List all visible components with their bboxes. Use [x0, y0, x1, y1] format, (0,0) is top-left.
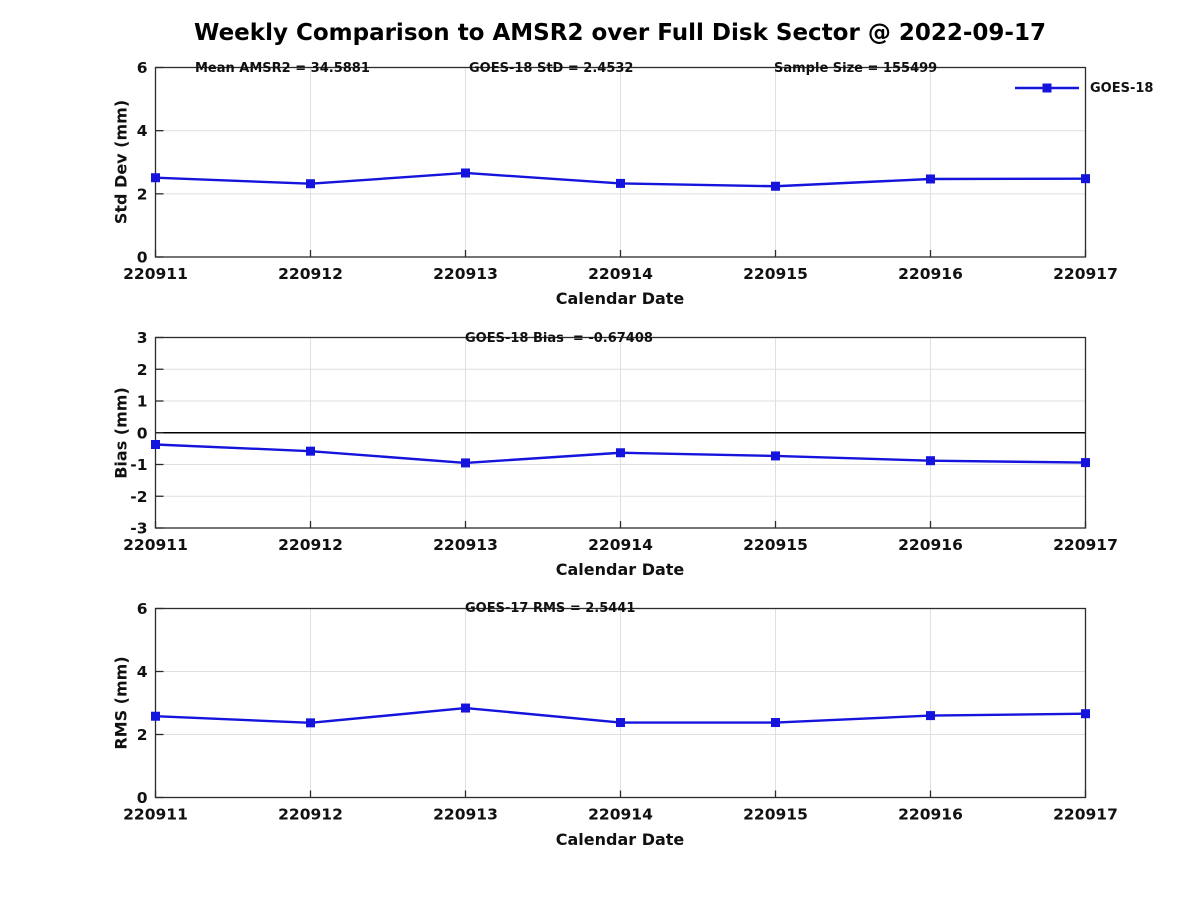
s1-data-marker	[616, 178, 625, 188]
s3-y-tick-label: 0	[137, 789, 148, 807]
legend-label: GOES-18	[1090, 80, 1154, 96]
s1-x-tick-label: 220916	[898, 265, 963, 283]
figure-title: Weekly Comparison to AMSR2 over Full Dis…	[194, 20, 1046, 46]
s3-data-marker	[616, 718, 625, 728]
s3-data-marker	[461, 703, 470, 713]
annotation-goes18-std: GOES-18 StD = 2.4532	[469, 61, 634, 76]
s1-data-marker	[306, 179, 315, 189]
s1-y-tick-label: 6	[137, 59, 148, 77]
annotation-goes17-rms: GOES-17 RMS = 2.5441	[465, 601, 636, 616]
y-axis-label-bias: Bias (mm)	[111, 387, 131, 479]
s1-x-tick-label: 220912	[278, 265, 343, 283]
s1-data-marker	[1081, 174, 1090, 184]
y-axis-label-std-dev: Std Dev (mm)	[111, 99, 131, 225]
legend-line-marker-icon	[1015, 83, 1079, 93]
s2-y-tick-label: 0	[137, 424, 148, 442]
s1-data-marker	[461, 168, 470, 178]
s2-data-marker	[616, 448, 625, 458]
s3-x-tick-label: 220914	[588, 806, 653, 824]
x-axis-label-calendar-date-3: Calendar Date	[555, 830, 685, 849]
s1-x-tick-label: 220917	[1053, 265, 1118, 283]
s2-data-marker	[771, 451, 780, 461]
s2-y-tick-label: -2	[130, 488, 147, 506]
s3-x-tick-label: 220913	[433, 806, 498, 824]
s2-data-marker	[306, 446, 315, 456]
s3-x-tick-label: 220915	[743, 806, 808, 824]
s2-x-tick-label: 220915	[743, 536, 808, 554]
s2-data-marker	[1081, 458, 1090, 468]
s1-y-tick-label: 0	[137, 249, 148, 267]
s2-y-tick-label: 3	[137, 329, 148, 347]
s2-y-tick-label: -3	[130, 520, 147, 538]
s3-data-marker	[926, 711, 935, 721]
x-axis-label-calendar-date-1: Calendar Date	[555, 289, 685, 308]
s3-x-tick-label: 220911	[123, 806, 188, 824]
s1-y-tick-label: 2	[137, 185, 148, 203]
s2-data-marker	[461, 458, 470, 468]
s2-data-marker	[926, 456, 935, 466]
s3-data-marker	[1081, 709, 1090, 719]
s2-x-tick-label: 220912	[278, 536, 343, 554]
s2-x-tick-label: 220914	[588, 536, 653, 554]
x-axis-label-calendar-date-2: Calendar Date	[555, 560, 685, 579]
legend: GOES-18	[1013, 80, 1153, 96]
s3-x-tick-label: 220912	[278, 806, 343, 824]
y-axis-label-rms: RMS (mm)	[111, 656, 131, 750]
s2-x-tick-label: 220916	[898, 536, 963, 554]
s3-x-tick-label: 220917	[1053, 806, 1118, 824]
s1-data-marker	[771, 181, 780, 191]
s1-x-tick-label: 220911	[123, 265, 188, 283]
s2-x-tick-label: 220913	[433, 536, 498, 554]
s3-y-tick-label: 4	[137, 663, 148, 681]
s2-y-tick-label: 2	[137, 361, 148, 379]
s1-data-marker	[151, 173, 160, 183]
s2-y-tick-label: -1	[130, 456, 147, 474]
s2-y-tick-label: 1	[137, 393, 148, 411]
s1-x-tick-label: 220915	[743, 265, 808, 283]
s3-y-tick-label: 6	[137, 600, 148, 618]
s3-x-tick-label: 220916	[898, 806, 963, 824]
s2-x-tick-label: 220917	[1053, 536, 1118, 554]
s1-data-marker	[926, 174, 935, 184]
s3-data-marker	[151, 711, 160, 721]
annotation-sample-size: Sample Size = 155499	[774, 61, 938, 76]
s2-x-tick-label: 220911	[123, 536, 188, 554]
s1-x-tick-label: 220913	[433, 265, 498, 283]
s2-data-marker	[151, 439, 160, 449]
annotation-goes18-bias: GOES-18 Bias = -0.67408	[465, 331, 653, 346]
annotation-mean-amsr2: Mean AMSR2 = 34.5881	[195, 61, 370, 76]
s3-data-marker	[306, 718, 315, 728]
s3-data-marker	[771, 718, 780, 728]
s3-y-tick-label: 2	[137, 726, 148, 744]
s1-x-tick-label: 220914	[588, 265, 653, 283]
s1-y-tick-label: 4	[137, 122, 148, 140]
